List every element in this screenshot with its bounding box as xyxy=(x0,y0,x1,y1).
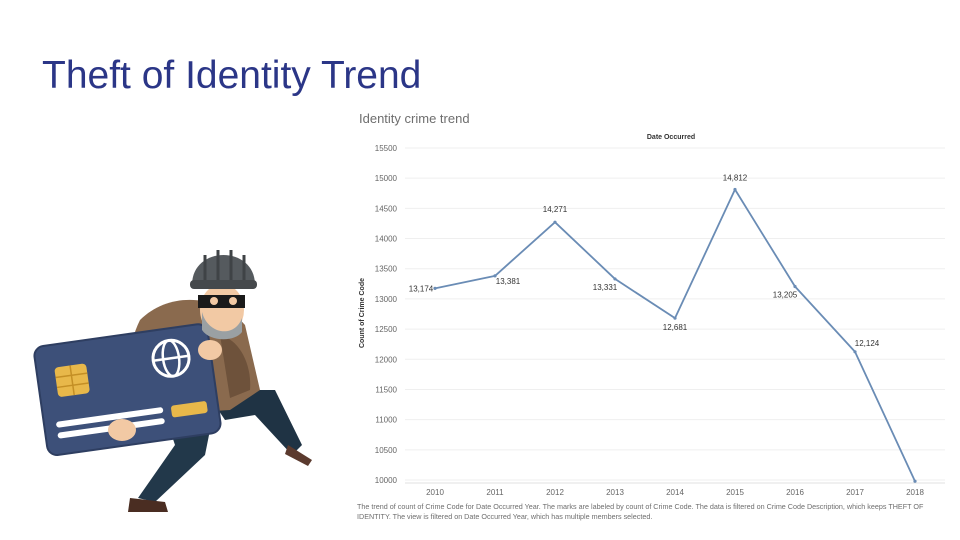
y-axis-ticks: 10000 10500 11000 11500 12000 12500 13000 13500… xyxy=(375,144,398,485)
data-point xyxy=(673,316,677,320)
chart-title: Identity crime trend xyxy=(359,111,470,126)
x-tick-label: 2011 xyxy=(486,488,504,497)
y-tick-label: 12000 xyxy=(375,355,398,364)
data-point xyxy=(733,187,737,192)
y-tick-label: 15500 xyxy=(375,144,398,153)
data-labels: 13,174 13,381 14,271 13,331 12,681 14,812 13,2… xyxy=(409,174,880,348)
y-tick-label: 13000 xyxy=(375,295,398,304)
data-label: 14,812 xyxy=(723,174,748,183)
data-point xyxy=(793,284,797,289)
x-tick-label: 2014 xyxy=(666,488,684,497)
data-label: 12,124 xyxy=(855,339,880,348)
series-line xyxy=(434,188,916,482)
y-tick-label: 11500 xyxy=(375,385,397,394)
data-point xyxy=(433,286,437,291)
column-header: Date Occurred xyxy=(647,134,695,141)
thief-with-credit-card-icon xyxy=(33,250,312,512)
y-tick-label: 11000 xyxy=(375,416,397,425)
x-tick-label: 2015 xyxy=(726,488,744,497)
y-tick-label: 10500 xyxy=(375,446,398,455)
x-tick-label: 2013 xyxy=(606,488,624,497)
data-label: 12,681 xyxy=(663,323,688,332)
chart-caption: The trend of count of Crime Code for Dat… xyxy=(357,502,924,521)
data-label: 13,381 xyxy=(496,277,521,286)
y-tick-label: 10000 xyxy=(375,476,398,485)
x-tick-label: 2018 xyxy=(906,488,924,497)
data-label: 13,174 xyxy=(409,284,434,293)
y-tick-label: 14500 xyxy=(375,204,398,213)
x-tick-label: 2017 xyxy=(846,488,864,497)
data-label: 14,271 xyxy=(543,205,568,214)
y-tick-label: 14000 xyxy=(375,235,398,244)
data-point xyxy=(913,479,917,483)
y-tick-label: 15000 xyxy=(375,174,398,183)
x-tick-label: 2010 xyxy=(426,488,444,497)
y-tick-label: 12500 xyxy=(375,325,398,334)
data-label: 13,331 xyxy=(593,283,618,292)
y-axis-title: Count of Crime Code xyxy=(359,278,366,348)
x-tick-label: 2012 xyxy=(546,488,564,497)
data-point xyxy=(853,350,857,354)
data-points xyxy=(433,187,917,483)
line-chart: Date Occurred Count of Crime Code 100001… xyxy=(359,134,945,497)
y-tick-label: 13500 xyxy=(375,265,398,274)
data-label: 13,205 xyxy=(773,291,798,300)
x-axis-ticks: 2010 2011 2012 2013 2014 2015 2016 2017 2018 xyxy=(426,488,924,497)
page-title: Theft of Identity Trend xyxy=(42,54,422,97)
series-line-path xyxy=(434,188,916,482)
data-point xyxy=(613,277,617,281)
data-point xyxy=(553,220,557,224)
x-tick-label: 2016 xyxy=(786,488,804,497)
grid-lines xyxy=(405,147,945,484)
data-point xyxy=(493,274,497,278)
